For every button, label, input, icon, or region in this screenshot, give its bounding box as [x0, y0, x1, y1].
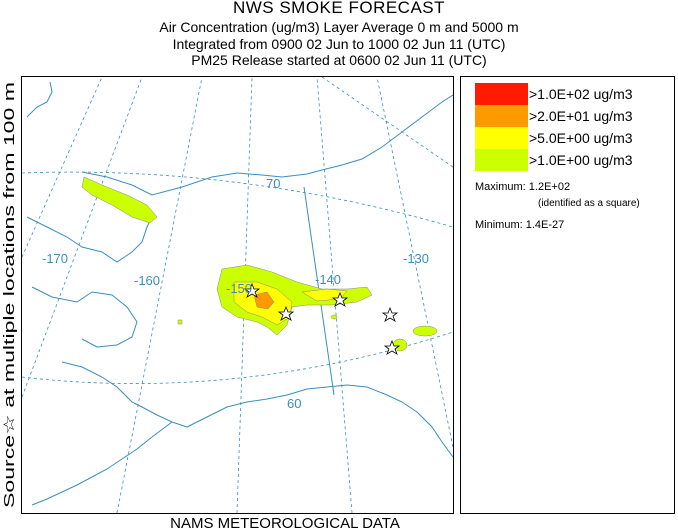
- meridian-line: [321, 77, 453, 168]
- meteorological-data-footer: NAMS METEOROLOGICAL DATA: [170, 515, 400, 532]
- source-side-label: Source☆ at multiple locations from 100 m: [0, 76, 18, 512]
- meridian-line: [22, 77, 103, 258]
- source-side-text: Source☆ at multiple locations from 100 m: [1, 82, 18, 508]
- legend-swatch-red: [475, 83, 528, 105]
- plume-east-small: [412, 325, 438, 337]
- legend-label: >2.0E+01 ug/m3: [529, 108, 633, 124]
- source-star-icon: [383, 339, 401, 355]
- source-star-icon: [331, 291, 349, 307]
- legend-label: >5.0E+00 ug/m3: [529, 130, 633, 146]
- source-star-icon: [277, 305, 295, 321]
- arctic-coast: [81, 94, 453, 196]
- forecast-title: NWS SMOKE FORECAST: [232, 0, 446, 17]
- smoke-plumes: [81, 176, 438, 352]
- legend-maximum: Maximum: 1.2E+02: [475, 181, 571, 193]
- latitude-60-line: [22, 331, 453, 384]
- subtitle-integration-period: Integrated from 0900 02 Jun to 1000 02 J…: [172, 36, 506, 52]
- latitude-label: 70: [266, 176, 280, 191]
- subtitle-concentration: Air Concentration (ug/m3) Layer Average …: [159, 19, 519, 35]
- legend-label: >1.0E+00 ug/m3: [529, 152, 633, 168]
- longitude-label: -170: [42, 251, 68, 266]
- legend-panel: >1.0E+02 ug/m3 >2.0E+01 ug/m3 >5.0E+00 u…: [460, 76, 675, 514]
- meridian-line: [22, 77, 143, 398]
- western-coast: [31, 286, 138, 348]
- plume-interior-core: [253, 291, 275, 310]
- plume-speck: [330, 314, 338, 320]
- legend-swatch-yellow: [475, 127, 528, 149]
- latitude-label: 60: [287, 396, 301, 411]
- meridian-line: [376, 77, 453, 448]
- plume-speck: [177, 319, 183, 325]
- legend-minimum: Minimum: 1.4E-27: [475, 219, 565, 231]
- plume-northwest: [81, 176, 158, 224]
- legend-maximum-note: (identified as a square): [538, 198, 640, 209]
- legend-label: >1.0E+02 ug/m3: [529, 86, 633, 102]
- smoke-map: -170 -160 -150 -140 -130 70 60: [21, 76, 454, 514]
- legend-swatch-orange: [475, 105, 528, 127]
- northwest-coast: [26, 216, 153, 263]
- legend-swatch-green: [475, 149, 528, 171]
- map-canvas: -170 -160 -150 -140 -130 70 60: [22, 77, 453, 513]
- peninsula-coast: [31, 421, 173, 506]
- longitude-label: -150: [226, 281, 252, 296]
- gulf-coast: [186, 384, 453, 458]
- subtitle-release-start: PM25 Release started at 0600 02 Jun 11 (…: [191, 52, 487, 68]
- longitude-label: -160: [134, 273, 160, 288]
- longitude-label: -140: [315, 272, 341, 287]
- longitude-label: -130: [403, 251, 429, 266]
- source-markers: [243, 282, 401, 355]
- source-star-icon: [243, 282, 261, 298]
- southwest-coast: [61, 361, 188, 428]
- chukotka-coast: [26, 81, 53, 118]
- source-star-icon: [381, 306, 399, 322]
- meridian-line: [116, 77, 203, 513]
